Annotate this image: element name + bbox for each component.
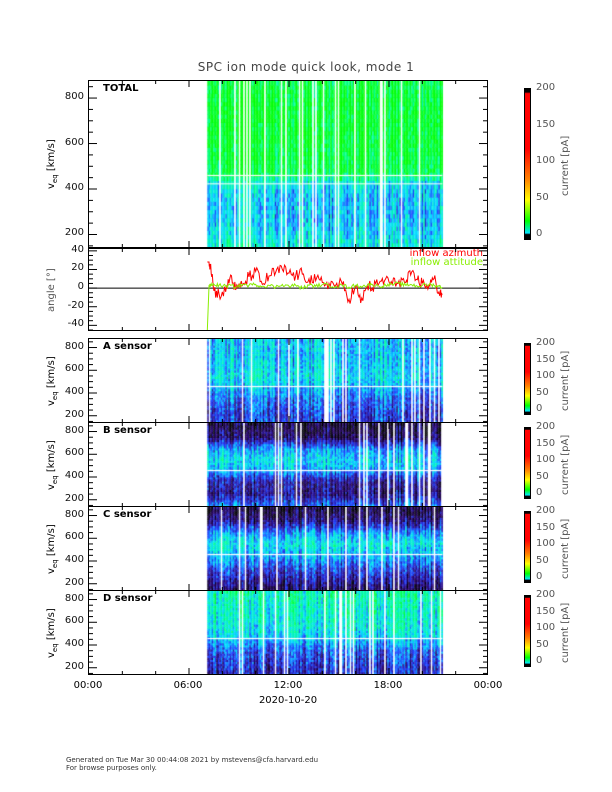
y-tick-label: 400 [64, 470, 84, 481]
colorbar-label: current [pA] [560, 350, 571, 411]
axis-ticks [89, 423, 487, 506]
colorbar-label: current [pA] [560, 135, 571, 196]
colorbar-tick: 0 [536, 228, 543, 239]
legend-entry: inflow attitude [410, 257, 483, 268]
x-tick-label: 06:00 [173, 680, 203, 691]
y-tick-label: 20 [71, 262, 84, 274]
series-inflow-azimuth [207, 261, 443, 304]
y-tick-label: -20 [67, 299, 84, 311]
y-tick-label: 400 [64, 182, 84, 193]
y-tick-label: 200 [64, 576, 84, 588]
panel-d-sensor: D sensor [88, 590, 488, 675]
y-tick-label: 800 [64, 592, 84, 604]
colorbar-tick: 150 [536, 353, 556, 365]
panel-label: C sensor [103, 509, 152, 520]
colorbar-tick: 200 [536, 589, 556, 600]
y-tick-label: 200 [64, 492, 84, 504]
y-tick-label: 600 [64, 447, 84, 459]
footer-generated: Generated on Tue Mar 30 00:44:08 2021 by… [66, 756, 319, 764]
colorbar-tick: 100 [536, 155, 556, 166]
y-tick-label: 600 [64, 615, 84, 627]
footer-note: For browse purposes only. [66, 764, 157, 772]
colorbar-tick: 200 [536, 337, 556, 348]
y-tick-label: 800 [64, 424, 84, 436]
axis-ticks [89, 81, 487, 247]
colorbar-tick: 50 [536, 191, 549, 203]
plot-title: SPC ion mode quick look, mode 1 [197, 60, 415, 74]
colorbar-tick: 150 [536, 605, 556, 617]
colorbar [524, 343, 531, 415]
panel-b-sensor: B sensor [88, 422, 488, 507]
y-tick-label: 600 [64, 363, 84, 375]
colorbar-label: current [pA] [560, 602, 571, 663]
axis-ticks [89, 339, 487, 422]
colorbar [524, 88, 531, 240]
colorbar-tick: 200 [536, 421, 556, 432]
axis-ticks [89, 591, 487, 674]
x-axis-date-label: 2020-10-20 [258, 695, 318, 706]
colorbar-label: current [pA] [560, 434, 571, 495]
y-tick-label: 200 [64, 227, 84, 239]
spectrogram-3 [89, 423, 487, 506]
colorbar-tick: 0 [536, 487, 543, 498]
spectrogram-4 [89, 507, 487, 590]
y-tick-label: 800 [64, 340, 84, 352]
x-tick-label: 00:00 [73, 680, 103, 691]
y-tick-label: 600 [64, 136, 84, 148]
colorbar-tick: 0 [536, 655, 543, 666]
spectrogram-2 [89, 339, 487, 422]
colorbar-tick: 50 [536, 386, 549, 398]
y-tick-label: 400 [64, 386, 84, 397]
y-tick-label: 400 [64, 554, 84, 565]
series-inflow-attitude [206, 281, 443, 330]
colorbar-tick: 150 [536, 118, 556, 130]
colorbar [524, 511, 531, 583]
colorbar [524, 427, 531, 499]
y-tick-label: -40 [67, 318, 84, 330]
colorbar-tick: 50 [536, 470, 549, 482]
colorbar-tick: 100 [536, 622, 556, 633]
panel-total: TOTAL [88, 80, 488, 248]
panel-label: D sensor [103, 593, 153, 604]
y-tick-label: 0 [77, 281, 84, 293]
angle-plot [89, 261, 487, 330]
y-tick-label: 200 [64, 408, 84, 420]
colorbar-tick: 150 [536, 521, 556, 533]
panel-a-sensor: A sensor [88, 338, 488, 423]
y-tick-label: 200 [64, 660, 84, 672]
spectrogram-0 [89, 81, 487, 247]
colorbar-tick: 0 [536, 403, 543, 414]
x-tick-label: 00:00 [473, 680, 503, 691]
panel-angle: inflow azimuth inflow attitude [88, 248, 488, 331]
y-tick-label: 400 [64, 638, 84, 649]
x-tick-label: 18:00 [373, 680, 403, 691]
y-tick-label: 40 [71, 243, 84, 255]
colorbar [524, 595, 531, 667]
colorbar-label: current [pA] [560, 518, 571, 579]
axis-ticks [89, 249, 487, 330]
panel-c-sensor: C sensor [88, 506, 488, 591]
legend-entry: inflow azimuth [409, 248, 483, 259]
colorbar-tick: 200 [536, 505, 556, 516]
axis-ticks [89, 507, 487, 590]
panel-label: A sensor [103, 341, 152, 352]
colorbar-tick: 200 [536, 82, 556, 93]
colorbar-tick: 50 [536, 638, 549, 650]
spectrogram-5 [89, 591, 487, 674]
y-tick-label: 800 [64, 91, 84, 103]
colorbar-tick: 100 [536, 538, 556, 549]
colorbar-tick: 100 [536, 370, 556, 381]
y-tick-label: 600 [64, 531, 84, 543]
colorbar-tick: 50 [536, 554, 549, 566]
colorbar-tick: 150 [536, 437, 556, 449]
panel-label: B sensor [103, 425, 152, 436]
panel-label: TOTAL [103, 83, 139, 94]
x-tick-label: 12:00 [273, 680, 303, 691]
colorbar-tick: 100 [536, 454, 556, 465]
colorbar-tick: 0 [536, 571, 543, 582]
y-tick-label: 800 [64, 508, 84, 520]
